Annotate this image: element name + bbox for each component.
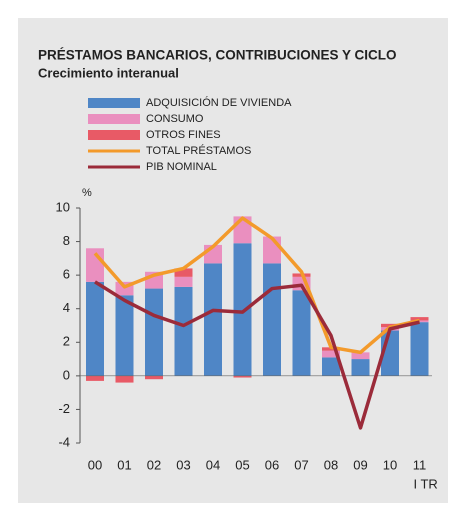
y-tick-label: 8 [63,233,70,248]
y-tick-label: -2 [58,401,70,416]
line [93,216,420,355]
bar-segment [233,243,252,376]
bar-segment [351,352,370,360]
bar-segment [174,268,193,277]
x-tick-label: 03 [176,457,190,472]
legend-label: OTROS FINES [146,129,221,141]
y-unit: % [82,187,92,199]
bar-segment [145,288,163,376]
bar-segment [86,281,104,376]
y-tick-label: 4 [63,300,70,315]
x-note: I TR [414,476,438,491]
legend-label: PIB NOMINAL [146,161,217,173]
x-tick-label: 06 [265,457,279,472]
bar-segment [115,375,134,383]
y-tick-label: 6 [63,267,70,282]
bar-segment [204,263,222,376]
x-tick-label: 04 [206,457,220,472]
legend-label: CONSUMO [146,113,204,125]
bar-segment [86,375,104,381]
line [94,280,420,430]
legend-label: TOTAL PRÉSTAMOS [146,144,251,157]
bar-segment [351,359,370,376]
y-tick-label: 2 [63,334,70,349]
bar-segment [174,286,193,376]
chart-subtitle: Crecimiento interanual [38,65,179,80]
bar-segment [233,375,252,378]
bar-segment [292,290,311,376]
bar-segment [145,375,163,380]
bar-segment [115,295,134,376]
chart-title: PRÉSTAMOS BANCARIOS, CONTRIBUCIONES Y CI… [38,48,397,63]
x-tick-label: 02 [147,457,161,472]
legend-swatch [88,98,140,108]
legend-label: ADQUISICIÓN DE VIVIENDA [146,96,292,109]
bar-segment [410,322,429,376]
bar-segment [174,276,193,287]
bar-segment [322,357,340,376]
bar-segment [322,350,340,358]
y-tick-label: 0 [63,367,70,382]
legend-swatch [88,130,140,140]
x-tick-label: 07 [294,457,308,472]
x-tick-label: 05 [235,457,249,472]
y-tick-label: 10 [56,199,70,214]
x-tick-label: 10 [383,457,397,472]
y-tick-label: -4 [58,434,70,449]
bar-segment [410,317,429,321]
x-tick-label: 11 [413,457,427,472]
x-tick-label: 00 [88,457,102,472]
x-tick-label: 08 [324,457,338,472]
bar-segment [263,263,281,376]
legend-swatch [88,114,140,124]
x-tick-label: 09 [353,457,367,472]
x-tick-label: 01 [117,457,131,472]
panel [18,18,448,503]
